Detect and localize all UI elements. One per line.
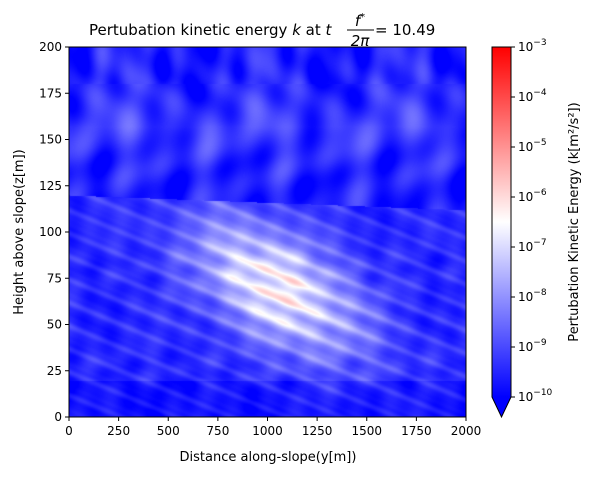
y-tick-label: 175 bbox=[39, 86, 62, 100]
x-tick-label: 1500 bbox=[351, 424, 382, 438]
x-tick-label: 1750 bbox=[401, 424, 432, 438]
y-tick-label: 100 bbox=[39, 225, 62, 239]
colorbar-ticks: 10−3 10−4 10−5 10−6 10−7 10−8 10−9 10−10 bbox=[511, 38, 553, 404]
colorbar-gradient bbox=[492, 47, 511, 397]
x-tick-label: 2000 bbox=[451, 424, 482, 438]
y-axis: 0 25 50 75 100 125 150 175 200 bbox=[39, 40, 69, 424]
title-frac-num: f bbox=[355, 12, 363, 30]
x-tick-label: 250 bbox=[107, 424, 130, 438]
x-tick-label: 1000 bbox=[252, 424, 283, 438]
x-axis-label: Distance along-slope(y[m]) bbox=[180, 450, 357, 465]
title-eq: = 10.49 bbox=[375, 21, 435, 39]
x-axis: 0 250 500 750 1000 1250 1500 1750 2000 bbox=[65, 417, 481, 438]
title-frac-den: 2π bbox=[351, 32, 371, 50]
title-frac-num-sup: * bbox=[360, 12, 365, 23]
colorbar-tick-label: 10−7 bbox=[518, 238, 547, 254]
chart-title: Pertubation kinetic energy k at t f* 2π … bbox=[89, 12, 435, 50]
y-tick-label: 25 bbox=[47, 364, 62, 378]
svg-text:f*: f* bbox=[355, 12, 365, 30]
x-tick-label: 500 bbox=[157, 424, 180, 438]
y-tick-label: 150 bbox=[39, 133, 62, 147]
x-tick-label: 750 bbox=[206, 424, 229, 438]
y-tick-label: 0 bbox=[54, 410, 62, 424]
y-tick-label: 200 bbox=[39, 40, 62, 54]
title-k: k bbox=[292, 21, 302, 39]
colorbar-label: Pertubation Kinetic Energy (k[m²/s²]) bbox=[567, 102, 582, 341]
x-tick-label: 0 bbox=[65, 424, 73, 438]
x-tick-label: 1250 bbox=[302, 424, 333, 438]
y-tick-label: 50 bbox=[47, 318, 62, 332]
colorbar-tick-label: 10−9 bbox=[518, 338, 547, 354]
y-tick-label: 75 bbox=[47, 271, 62, 285]
colorbar-tick-label: 10−10 bbox=[518, 388, 553, 404]
colorbar-frame bbox=[491, 46, 512, 419]
y-axis-label: Height above slope(z[m]) bbox=[12, 149, 27, 314]
title-t: t bbox=[326, 21, 333, 39]
colorbar-extend-min bbox=[492, 397, 511, 417]
y-tick-label: 125 bbox=[39, 179, 62, 193]
colorbar-tick-label: 10−6 bbox=[518, 188, 547, 204]
heatmap-field bbox=[69, 47, 466, 417]
colorbar-tick-label: 10−5 bbox=[518, 138, 547, 154]
title-at: at bbox=[301, 21, 326, 39]
title-prefix: Pertubation kinetic energy bbox=[89, 21, 292, 39]
colorbar: 10−3 10−4 10−5 10−6 10−7 10−8 10−9 10−10 Pertub… bbox=[491, 38, 582, 419]
svg-text:Pertubation kinetic energy k a: Pertubation kinetic energy k at t bbox=[89, 21, 333, 39]
colorbar-tick-label: 10−8 bbox=[518, 288, 547, 304]
colorbar-tick-label: 10−3 bbox=[518, 38, 547, 54]
colorbar-tick-label: 10−4 bbox=[518, 88, 547, 104]
